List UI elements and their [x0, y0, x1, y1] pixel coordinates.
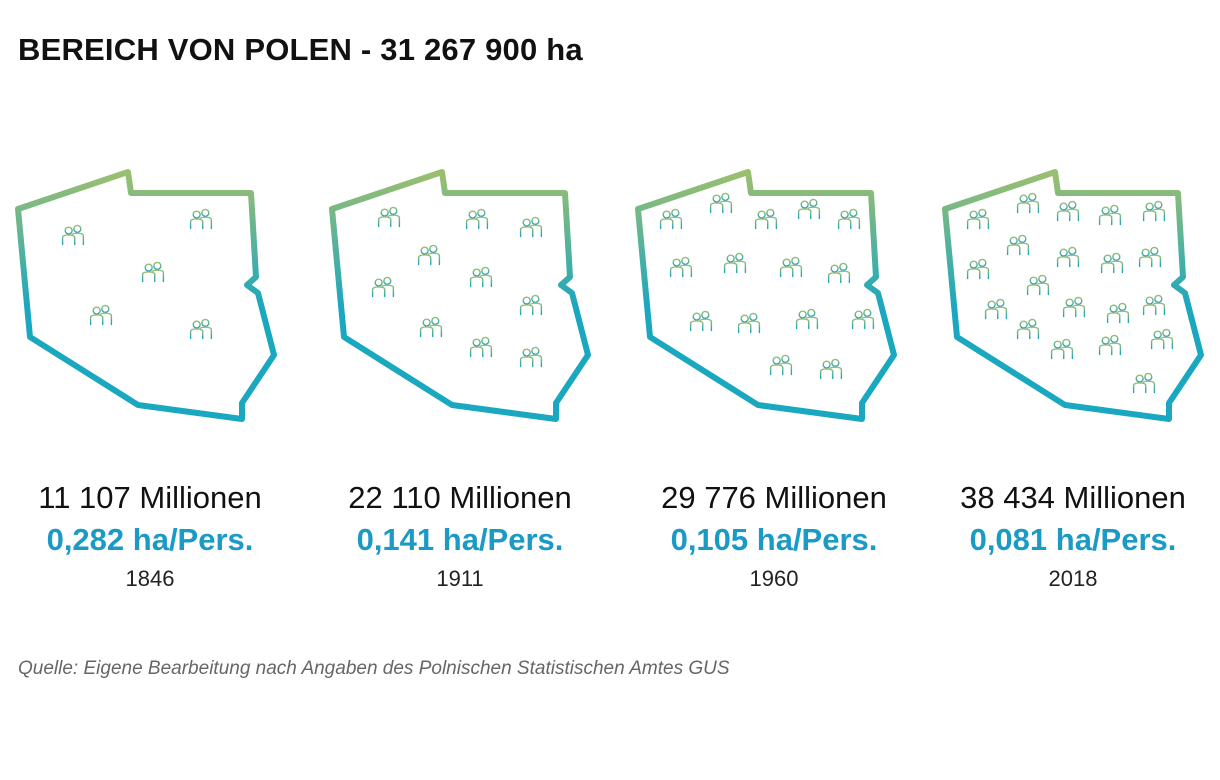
people-pair-icon [418, 316, 444, 348]
panel-1911: 22 110 Millionen 0,141 ha/Pers. 1911 [310, 478, 610, 596]
year-label: 2018 [1048, 566, 1098, 591]
people-pair-icon [60, 224, 86, 256]
people-pair-icon [753, 208, 779, 240]
people-pair-icon [1005, 234, 1031, 266]
area-per-person-value: 0,081 ha/Pers. [969, 522, 1177, 557]
people-pair-icon [1141, 294, 1167, 326]
people-pair-icon [1097, 334, 1123, 366]
area-per-person-value: 0,141 ha/Pers. [356, 522, 564, 557]
people-pair-icon [188, 318, 214, 350]
people-pair-icon [688, 310, 714, 342]
population-value: 22 110 Millionen [348, 480, 572, 515]
people-pair-icon [778, 256, 804, 288]
panel-1846: 11 107 Millionen 0,282 ha/Pers. 1846 [0, 478, 300, 596]
people-pair-icon [826, 262, 852, 294]
people-pair-icon [1049, 338, 1075, 370]
year-label: 1846 [125, 566, 175, 591]
people-pair-icon [518, 216, 544, 248]
people-pair-icon [188, 208, 214, 240]
people-pair-icon [836, 208, 862, 240]
people-pair-icon [88, 304, 114, 336]
people-pair-icon [1105, 302, 1131, 334]
people-pair-icon [468, 266, 494, 298]
people-pair-icon [736, 312, 762, 344]
maps-row [0, 150, 1220, 440]
people-pair-icon [1097, 204, 1123, 236]
people-pair-icon [416, 244, 442, 276]
people-pair-icon [1141, 200, 1167, 232]
source-note: Quelle: Eigene Bearbeitung nach Angaben … [18, 658, 730, 679]
people-pair-icon [1055, 200, 1081, 232]
population-value: 38 434 Millionen [960, 480, 1186, 515]
area-per-person-value: 0,105 ha/Pers. [670, 522, 878, 557]
people-pair-icon [794, 308, 820, 340]
population-value: 29 776 Millionen [661, 480, 887, 515]
people-pair-icon [1015, 318, 1041, 350]
people-pair-icon [1015, 192, 1041, 224]
people-pair-icon [965, 208, 991, 240]
people-pair-icon [370, 276, 396, 308]
area-per-person-value: 0,282 ha/Pers. [46, 522, 254, 557]
people-pair-icon [722, 252, 748, 284]
poland-outline [635, 169, 897, 422]
people-pair-icon [468, 336, 494, 368]
poland-map-1960 [635, 169, 897, 422]
people-pair-icon [1137, 246, 1163, 278]
page-title: BEREICH VON POLEN - 31 267 900 ha [18, 32, 583, 67]
people-pair-icon [658, 208, 684, 240]
people-pair-icon [518, 346, 544, 378]
poland-maps [15, 169, 1204, 422]
poland-map-2018 [942, 169, 1204, 422]
panel-2018: 38 434 Millionen 0,081 ha/Pers. 2018 [923, 478, 1220, 596]
population-value: 11 107 Millionen [38, 480, 262, 515]
people-pair-icon [464, 208, 490, 240]
people-pair-icon [796, 198, 822, 230]
people-pair-icon [983, 298, 1009, 330]
poland-map-1846 [15, 169, 277, 422]
people-pair-icon [1131, 372, 1157, 404]
people-pair-icon [1099, 252, 1125, 284]
people-pair-icon [1061, 296, 1087, 328]
year-label: 1911 [436, 566, 484, 591]
poland-outline [15, 169, 277, 422]
poland-outline [942, 169, 1204, 422]
people-pair-icon [965, 258, 991, 290]
poland-map-1911 [329, 169, 591, 422]
year-label: 1960 [749, 566, 799, 591]
panel-1960: 29 776 Millionen 0,105 ha/Pers. 1960 [624, 478, 924, 596]
people-pair-icon [140, 261, 166, 293]
people-pair-icon [818, 358, 844, 390]
people-pair-icon [518, 294, 544, 326]
people-pair-icon [376, 206, 402, 238]
poland-outline [329, 169, 591, 422]
people-pair-icon [768, 354, 794, 386]
people-pair-icon [1025, 274, 1051, 306]
people-pair-icon [708, 192, 734, 224]
people-pair-icon [850, 308, 876, 340]
people-pair-icon [1055, 246, 1081, 278]
people-pair-icon [668, 256, 694, 288]
people-pair-icon [1149, 328, 1175, 360]
